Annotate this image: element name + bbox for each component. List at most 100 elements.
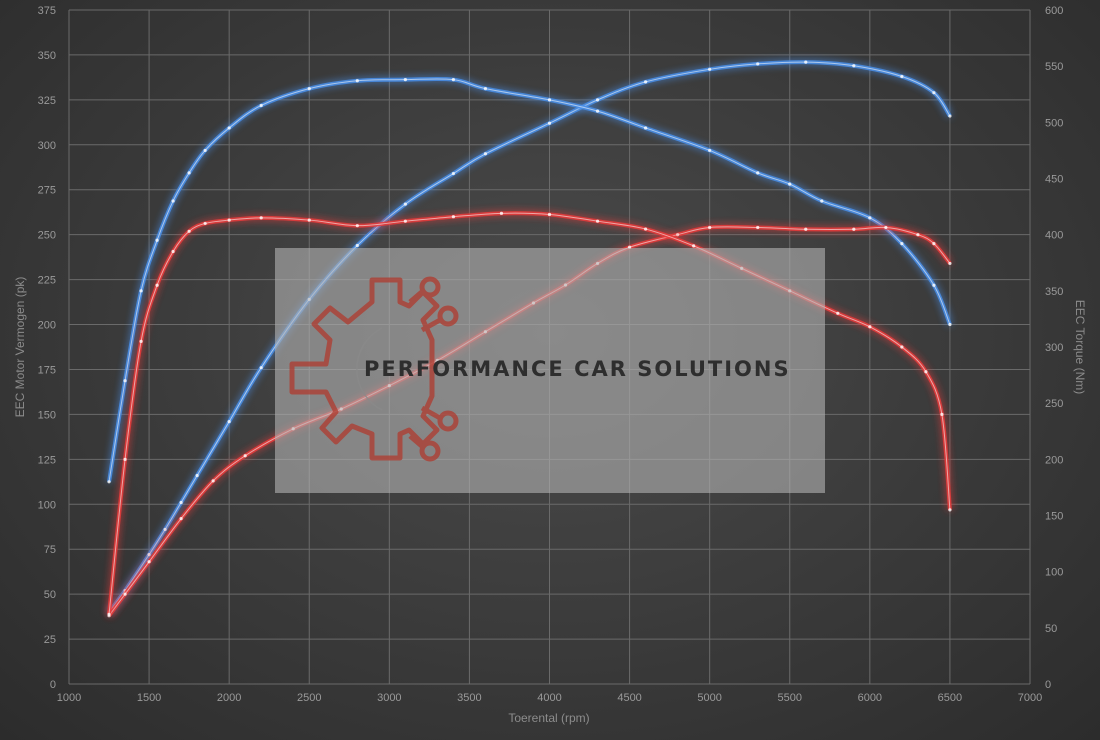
data-point	[227, 419, 231, 424]
y-left-tick-label: 175	[38, 364, 56, 376]
data-point	[852, 227, 856, 231]
x-tick-label: 4000	[537, 692, 561, 704]
x-tick-label: 5000	[697, 692, 721, 704]
y-left-tick-label: 100	[38, 499, 56, 511]
data-point	[547, 212, 552, 217]
y-left-tick-label: 250	[38, 230, 56, 242]
y-left-tick-labels: 0 25 50 75 100 125 150 175 200 225 250 275 300 325 350…	[38, 5, 56, 691]
x-tick-label: 1500	[137, 692, 161, 704]
data-point	[884, 225, 888, 230]
watermark-text: PERFORMANCE CAR SOLUTIONS	[364, 357, 791, 381]
data-point	[940, 412, 944, 416]
data-point	[595, 98, 600, 102]
data-point	[195, 473, 199, 478]
data-point	[932, 91, 936, 95]
x-tick-label: 5500	[778, 692, 802, 704]
x-tick-label: 1000	[57, 692, 81, 704]
x-tick-label: 7000	[1018, 692, 1042, 704]
data-point	[139, 339, 143, 343]
series-0-left	[107, 60, 952, 614]
y-left-tick-label: 300	[38, 140, 56, 152]
y-right-tick-label: 200	[1045, 454, 1063, 466]
y-right-tick-label: 300	[1045, 342, 1063, 354]
data-point	[948, 114, 952, 118]
data-point	[595, 109, 600, 113]
data-point	[147, 552, 151, 557]
x-tick-label: 6500	[938, 692, 962, 704]
data-point	[852, 64, 856, 68]
data-point	[155, 238, 159, 242]
data-point	[547, 121, 552, 125]
series-1-right	[107, 76, 952, 484]
data-point	[932, 242, 936, 246]
data-point	[499, 211, 504, 215]
data-point	[179, 500, 183, 505]
watermark-panel	[275, 248, 825, 493]
y-left-axis-title: EEC Motor Vermogen (pk)	[13, 277, 27, 418]
data-point	[916, 233, 920, 237]
data-point	[203, 148, 207, 153]
y-right-tick-label: 400	[1045, 230, 1063, 242]
data-point	[451, 78, 455, 82]
x-tick-label: 3500	[457, 692, 481, 704]
data-point	[948, 261, 952, 266]
data-point	[804, 227, 808, 231]
data-point	[259, 366, 263, 370]
data-point	[836, 311, 840, 315]
data-point	[708, 67, 712, 71]
data-point	[403, 202, 407, 206]
y-left-tick-label: 275	[38, 185, 56, 197]
data-point	[547, 98, 552, 102]
data-point	[900, 345, 904, 349]
x-tick-label: 2000	[217, 692, 241, 704]
data-point	[187, 229, 191, 233]
y-right-tick-label: 500	[1045, 117, 1063, 129]
data-point	[179, 517, 183, 521]
data-point	[147, 560, 151, 564]
y-left-tick-label: 350	[38, 50, 56, 62]
data-point	[756, 225, 760, 230]
y-left-tick-label: 375	[38, 5, 56, 17]
data-point	[203, 221, 207, 226]
y-right-tick-label: 600	[1045, 5, 1063, 17]
data-point	[107, 612, 111, 616]
data-point	[868, 216, 872, 220]
data-point	[211, 479, 215, 483]
data-point	[932, 283, 936, 287]
data-point	[595, 219, 600, 223]
data-point	[227, 218, 231, 222]
data-point	[756, 171, 760, 175]
data-point	[259, 216, 263, 220]
data-point	[924, 370, 928, 374]
y-left-tick-label: 200	[38, 320, 56, 332]
gear-circuit-logo-icon	[289, 276, 459, 462]
data-point	[307, 218, 311, 222]
data-point	[900, 242, 904, 246]
data-point	[403, 78, 407, 82]
data-point	[243, 454, 247, 458]
data-point	[868, 325, 872, 329]
y-right-tick-label: 50	[1045, 623, 1057, 635]
data-point	[708, 148, 712, 153]
data-point	[644, 227, 648, 231]
data-point	[355, 243, 359, 248]
y-right-tick-label: 100	[1045, 567, 1063, 579]
y-left-tick-label: 125	[38, 454, 56, 466]
data-point	[163, 527, 167, 532]
data-point	[259, 103, 263, 108]
y-left-tick-label: 150	[38, 409, 56, 421]
data-point	[483, 87, 488, 91]
data-point	[948, 508, 952, 512]
data-point	[804, 60, 808, 64]
x-axis-title: Toerental (rpm)	[508, 711, 589, 725]
y-right-tick-label: 550	[1045, 61, 1063, 73]
y-right-tick-label: 250	[1045, 398, 1063, 410]
data-point	[123, 592, 127, 596]
data-point	[644, 80, 648, 84]
data-point	[403, 219, 407, 223]
y-left-tick-label: 75	[44, 544, 56, 556]
data-point	[171, 199, 175, 203]
data-point	[451, 215, 455, 219]
y-left-tick-label: 225	[38, 275, 56, 287]
